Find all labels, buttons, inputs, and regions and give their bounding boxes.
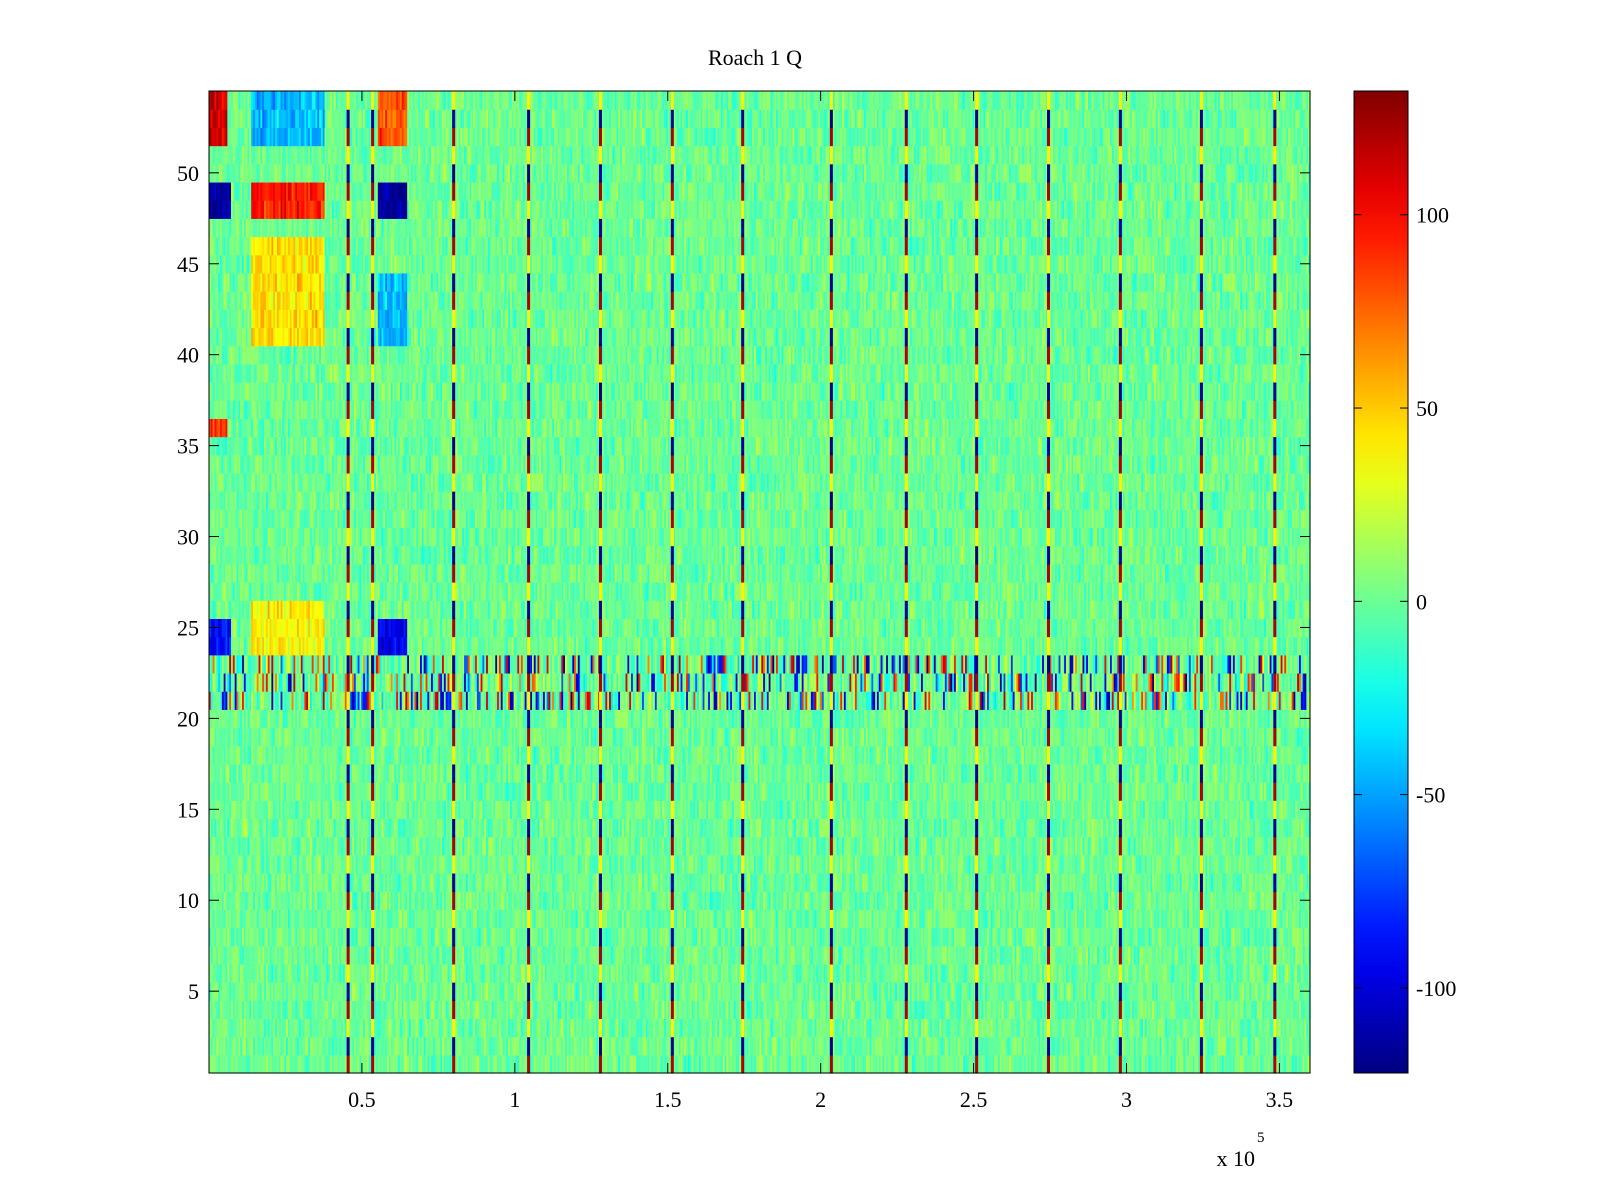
heatmap-cells	[209, 91, 1311, 1074]
chart-title: Roach 1 Q	[708, 45, 802, 70]
